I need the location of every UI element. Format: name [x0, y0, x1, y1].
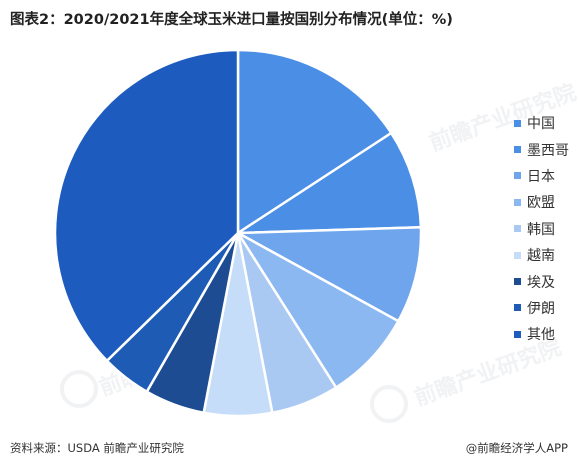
pie-slice-2 — [233, 225, 423, 323]
legend-label: 埃及 — [527, 274, 555, 291]
legend-item: 埃及 — [514, 268, 569, 294]
legend-swatch — [514, 119, 521, 127]
legend-label: 韩国 — [527, 221, 555, 238]
legend-label: 其他 — [527, 327, 555, 344]
legend-label: 日本 — [527, 168, 555, 185]
legend-swatch — [514, 146, 521, 154]
chart-title: 图表2：2020/2021年度全球玉米进口量按国别分布情况(单位：%) — [10, 12, 453, 28]
legend: 中国墨西哥日本欧盟韩国越南埃及伊朗其他 — [514, 110, 569, 348]
legend-label: 欧盟 — [527, 195, 555, 212]
legend-label: 越南 — [527, 248, 555, 265]
legend-swatch — [514, 225, 521, 233]
legend-swatch — [514, 198, 521, 206]
pie-slice-1 — [233, 131, 423, 235]
legend-label: 中国 — [527, 116, 555, 133]
legend-item: 韩国 — [514, 216, 569, 242]
pie-slice-3 — [236, 231, 401, 390]
legend-item: 伊朗 — [514, 295, 569, 321]
legend-label: 墨西哥 — [527, 142, 569, 159]
pie-slices — [53, 48, 423, 418]
brand-credit: @前瞻经济学人APP — [465, 441, 568, 455]
legend-label: 伊朗 — [527, 300, 555, 317]
legend-swatch — [514, 251, 521, 259]
legend-swatch — [514, 304, 521, 312]
legend-item: 欧盟 — [514, 189, 569, 215]
watermark-logo-icon — [370, 385, 408, 423]
watermark-logo-icon — [60, 370, 98, 408]
pie-slice-8 — [53, 48, 240, 363]
legend-item: 越南 — [514, 242, 569, 268]
legend-item: 中国 — [514, 110, 569, 136]
source-note: 资料来源：USDA 前瞻产业研究院 — [10, 441, 184, 455]
legend-swatch — [514, 330, 521, 338]
legend-item: 墨西哥 — [514, 136, 569, 162]
legend-item: 其他 — [514, 321, 569, 347]
pie-slice-0 — [236, 48, 394, 236]
legend-item: 日本 — [514, 163, 569, 189]
legend-swatch — [514, 278, 521, 286]
legend-swatch — [514, 172, 521, 180]
